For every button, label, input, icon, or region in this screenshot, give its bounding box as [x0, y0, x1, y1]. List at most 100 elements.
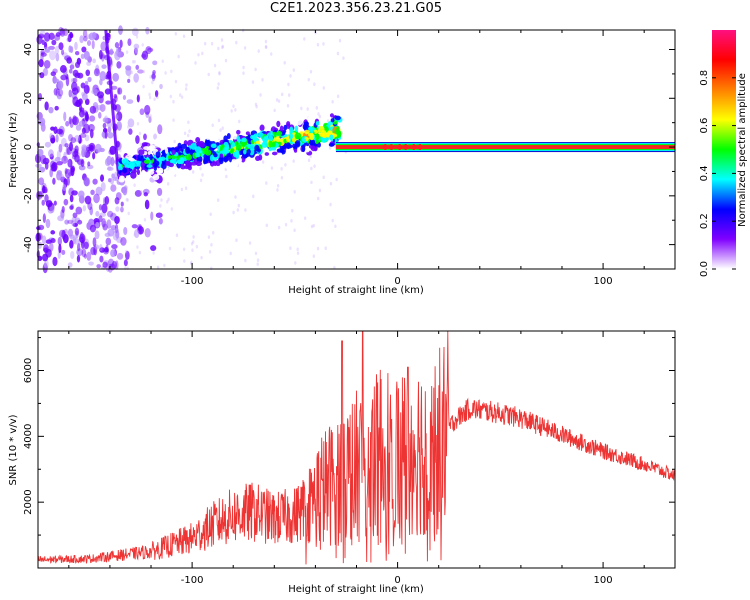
- noise-blob: [94, 143, 102, 153]
- signal-blob: [224, 162, 232, 170]
- noise-blob: [62, 233, 69, 244]
- signal-blob: [264, 152, 270, 156]
- faint-blob: [183, 131, 187, 136]
- signal-blob: [202, 149, 206, 155]
- signal-blob: [321, 138, 327, 143]
- noise-blob: [62, 184, 67, 192]
- faint-blob: [310, 166, 313, 171]
- noise-blob: [67, 33, 72, 43]
- faint-blob: [148, 92, 151, 97]
- noise-blob: [86, 34, 92, 40]
- noise-blob: [38, 177, 45, 186]
- noise-blob: [154, 90, 159, 98]
- faint-blob: [120, 205, 123, 210]
- noise-blob: [89, 115, 96, 122]
- signal-blob: [210, 143, 217, 149]
- snr-y-label: SNR (10 * v/v): [8, 414, 19, 485]
- faint-blob: [131, 60, 135, 64]
- noise-blob: [57, 88, 64, 97]
- noise-blob: [98, 204, 103, 211]
- noise-blob: [68, 134, 73, 142]
- noise-blob: [107, 126, 112, 133]
- faint-blob: [169, 94, 173, 99]
- noise-blob: [101, 64, 107, 69]
- faint-blob: [316, 246, 320, 251]
- noise-blob: [40, 52, 47, 57]
- faint-blob: [230, 109, 233, 113]
- faint-blob: [166, 199, 169, 204]
- signal-blob: [154, 142, 159, 147]
- signal-blob: [146, 164, 153, 168]
- faint-blob: [322, 42, 325, 46]
- signal-blob: [122, 167, 128, 174]
- noise-blob: [114, 197, 120, 205]
- signal-blob: [329, 134, 334, 141]
- faint-blob: [264, 45, 268, 49]
- faint-blob: [217, 118, 221, 123]
- faint-blob: [265, 45, 268, 49]
- signal-blob: [250, 134, 256, 140]
- faint-blob: [138, 250, 142, 255]
- faint-blob: [313, 82, 316, 87]
- noise-blob: [104, 196, 110, 205]
- signal-blob: [231, 160, 239, 168]
- noise-blob: [83, 177, 91, 187]
- faint-blob: [190, 241, 194, 246]
- faint-blob: [173, 139, 176, 144]
- faint-blob: [224, 58, 228, 63]
- signal-blob: [215, 142, 220, 146]
- faint-blob: [229, 251, 232, 256]
- faint-blob: [172, 118, 175, 122]
- faint-blob: [201, 173, 204, 177]
- noise-blob: [99, 243, 103, 252]
- signal-blob: [247, 134, 252, 141]
- signal-blob: [143, 146, 150, 151]
- faint-blob: [316, 42, 320, 47]
- faint-blob: [244, 208, 247, 212]
- noise-blob: [85, 69, 91, 77]
- faint-blob: [235, 40, 238, 45]
- noise-blob: [69, 64, 75, 70]
- x-tick-label: 0: [394, 575, 400, 586]
- faint-blob: [294, 261, 297, 265]
- noise-blob: [50, 230, 56, 235]
- faint-blob: [306, 107, 309, 111]
- faint-blob: [236, 208, 240, 212]
- noise-blob: [143, 142, 151, 147]
- signal-blob: [314, 138, 319, 145]
- noise-blob: [81, 248, 87, 258]
- noise-blob: [106, 219, 112, 229]
- spectrogram-x-label: Height of straight line (km): [288, 285, 424, 296]
- noise-blob: [89, 128, 94, 139]
- faint-blob: [338, 38, 342, 43]
- noise-blob: [74, 227, 80, 236]
- noise-blob: [53, 88, 58, 96]
- noise-blob: [70, 250, 75, 260]
- signal-blob: [289, 126, 294, 134]
- noise-blob: [148, 116, 152, 123]
- noise-blob: [50, 137, 56, 144]
- faint-blob: [170, 207, 174, 211]
- faint-blob: [235, 238, 238, 243]
- faint-blob: [127, 125, 130, 129]
- signal-blob: [179, 156, 185, 165]
- signal-blob: [195, 161, 202, 167]
- faint-blob: [280, 175, 284, 180]
- signal-blob: [164, 147, 169, 154]
- faint-blob: [180, 187, 184, 192]
- signal-blob: [219, 153, 224, 158]
- noise-blob: [83, 84, 90, 95]
- carrier-line: [335, 145, 675, 150]
- faint-blob: [252, 194, 255, 199]
- signal-blob: [285, 147, 292, 154]
- noise-blob: [101, 203, 108, 214]
- noise-blob: [61, 205, 65, 214]
- faint-blob: [290, 219, 293, 223]
- signal-blob: [292, 143, 297, 149]
- signal-blob: [272, 141, 276, 148]
- noise-blob: [102, 261, 108, 268]
- noise-blob: [99, 174, 105, 182]
- faint-blob: [209, 212, 212, 217]
- noise-blob: [98, 215, 103, 223]
- faint-blob: [133, 59, 136, 64]
